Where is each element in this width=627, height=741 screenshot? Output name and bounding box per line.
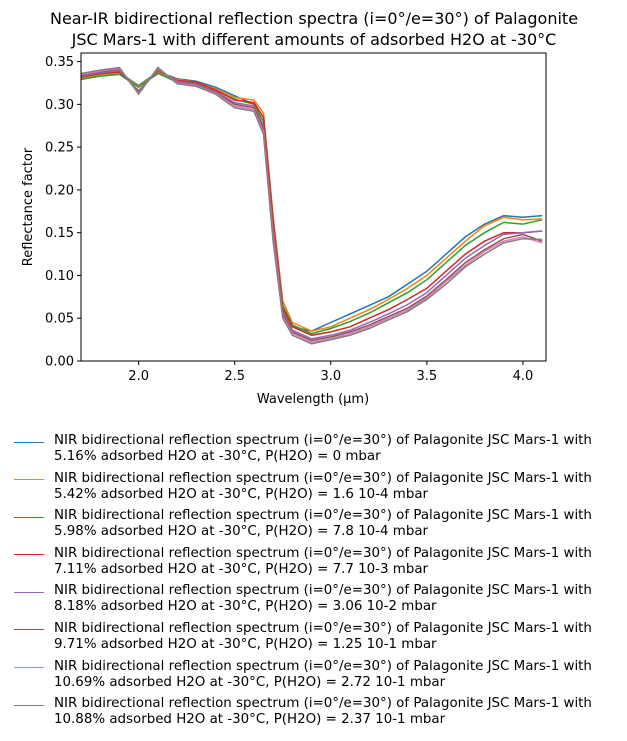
legend-label: NIR bidirectional reflection spectrum (i…: [54, 583, 592, 615]
line-chart: Near-IR bidirectional reflection spectra…: [21, 9, 578, 407]
legend-swatch: [14, 441, 44, 443]
series-line-1: [80, 70, 543, 332]
legend-item: NIR bidirectional reflection spectrum (i…: [14, 696, 624, 734]
legend-swatch: [14, 704, 44, 706]
legend: NIR bidirectional reflection spectrum (i…: [14, 433, 624, 734]
x-tick-label: 3.0: [320, 369, 341, 384]
legend-label: NIR bidirectional reflection spectrum (i…: [54, 696, 592, 728]
legend-item: NIR bidirectional reflection spectrum (i…: [14, 659, 624, 697]
legend-item: NIR bidirectional reflection spectrum (i…: [14, 546, 624, 584]
y-tick-label: 0.35: [45, 55, 74, 70]
y-tick-label: 0.15: [45, 226, 74, 241]
series-line-8: [80, 66, 543, 345]
x-tick-label: 2.0: [128, 369, 149, 384]
series-line-3: [80, 72, 543, 335]
y-tick-label: 0.30: [45, 98, 74, 113]
legend-item: NIR bidirectional reflection spectrum (i…: [14, 433, 624, 471]
x-axis: 2.0 2.5 3.0 3.5 4.0: [128, 361, 533, 384]
x-tick-label: 2.5: [224, 369, 245, 384]
x-tick-label: 4.0: [513, 369, 534, 384]
legend-item: NIR bidirectional reflection spectrum (i…: [14, 471, 624, 509]
legend-label: NIR bidirectional reflection spectrum (i…: [54, 545, 592, 577]
series-line-6: [80, 68, 543, 342]
series-line-4: [80, 70, 543, 337]
y-axis: 0.00 0.05 0.10 0.15 0.20 0.25 0.30 0.35: [45, 55, 81, 370]
x-tick-label: 3.5: [417, 369, 438, 384]
series-line-5: [80, 69, 543, 340]
chart-title-line-1: Near-IR bidirectional reflection spectra…: [50, 9, 578, 28]
legend-swatch: [14, 629, 44, 631]
legend-swatch: [14, 591, 44, 593]
chart-title-line-2: JSC Mars-1 with different amounts of ads…: [71, 30, 557, 49]
legend-swatch: [14, 516, 44, 518]
y-tick-label: 0.05: [45, 312, 74, 327]
y-tick-label: 0.20: [45, 183, 74, 198]
series-line-7: [80, 67, 543, 343]
legend-label: NIR bidirectional reflection spectrum (i…: [54, 620, 592, 652]
x-axis-label: Wavelength (μm): [257, 392, 369, 407]
legend-item: NIR bidirectional reflection spectrum (i…: [14, 583, 624, 621]
legend-label: NIR bidirectional reflection spectrum (i…: [54, 508, 592, 540]
legend-label: NIR bidirectional reflection spectrum (i…: [54, 433, 592, 464]
legend-swatch: [14, 479, 44, 481]
legend-label: NIR bidirectional reflection spectrum (i…: [54, 658, 592, 690]
series-layer: [80, 66, 543, 345]
legend-swatch: [14, 554, 44, 556]
plot-frame: [80, 52, 547, 362]
y-tick-label: 0.25: [45, 141, 74, 156]
legend-item: NIR bidirectional reflection spectrum (i…: [14, 508, 624, 546]
y-axis-label: Reflectance factor: [21, 147, 36, 266]
series-line-2: [80, 71, 543, 332]
legend-swatch: [14, 667, 44, 669]
y-tick-label: 0.10: [45, 269, 74, 284]
legend-label: NIR bidirectional reflection spectrum (i…: [54, 470, 592, 502]
y-tick-label: 0.00: [45, 355, 74, 370]
legend-item: NIR bidirectional reflection spectrum (i…: [14, 621, 624, 659]
